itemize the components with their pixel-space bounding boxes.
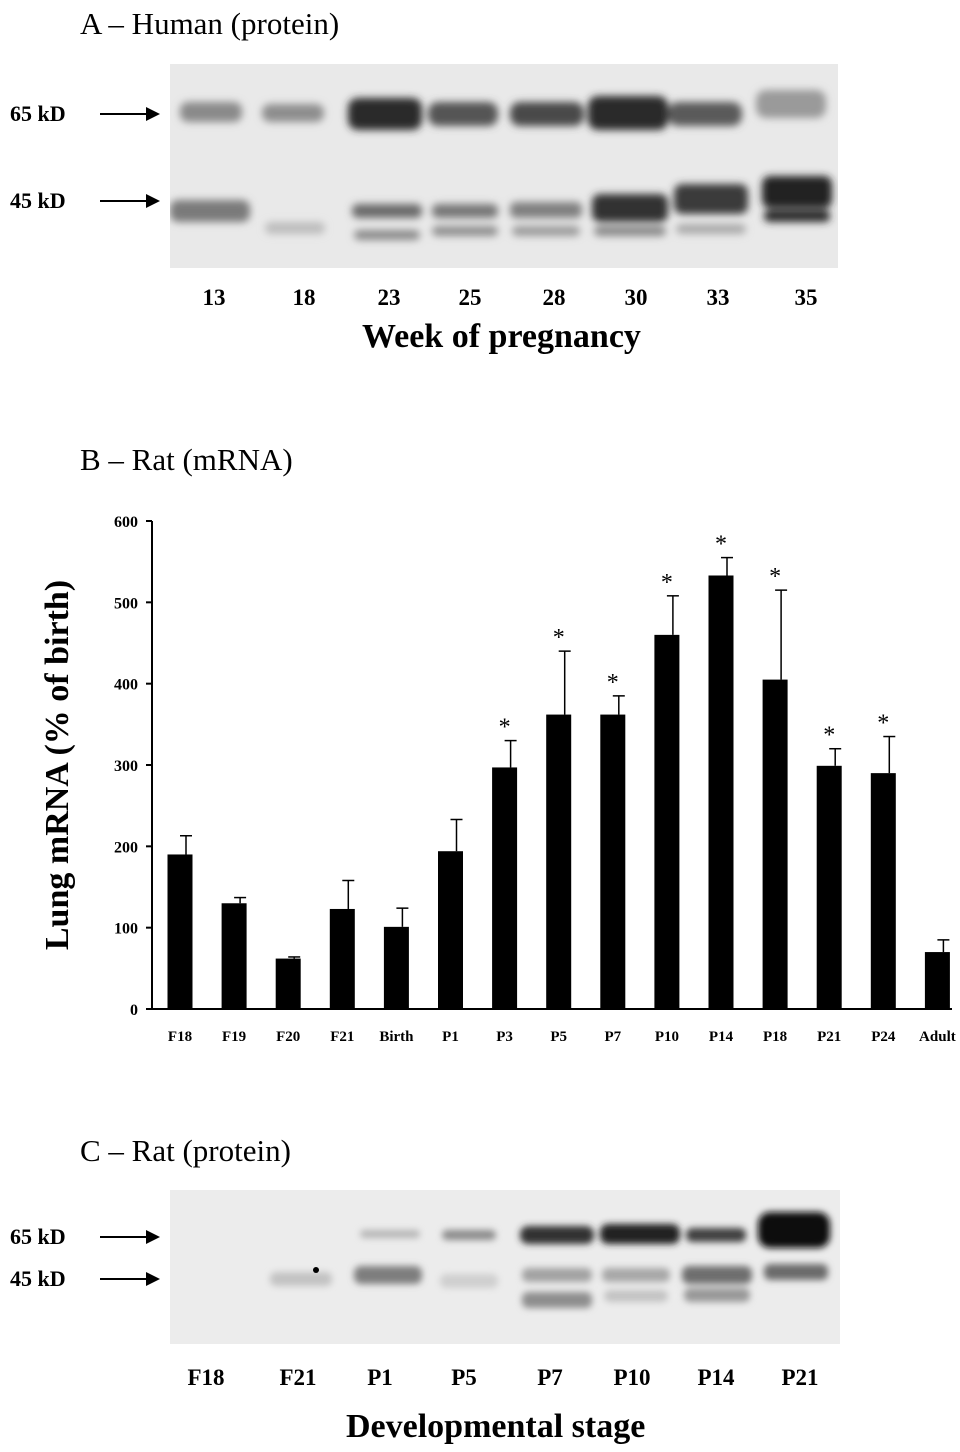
panel-b-title: B – Rat (mRNA): [80, 442, 293, 477]
panel-a-lane-23: 23: [377, 285, 401, 310]
panel-a-lane-18: 18: [292, 285, 316, 310]
panel-c-title: C – Rat (protein): [80, 1133, 291, 1168]
panel-a-title: A – Human (protein): [80, 6, 340, 41]
panel-c-lane-p5: P5: [451, 1365, 477, 1390]
x-tick-label-p24: P24: [871, 1029, 896, 1045]
panel-c-xlabel: Developmental stage: [346, 1408, 646, 1445]
x-tick-label-p18: P18: [763, 1029, 787, 1045]
panel-c-lane-p10: P10: [613, 1365, 651, 1390]
bar-p5: [546, 714, 572, 1009]
panel-a-arrow-65: [100, 107, 160, 121]
bar-f18: [167, 854, 193, 1009]
y-axis-title: Lung mRNA (% of birth): [39, 580, 76, 950]
significance-marker-p21: *: [823, 723, 835, 749]
x-tick-label-f19: F19: [222, 1029, 246, 1045]
panel-c-lane-p14: P14: [697, 1365, 735, 1390]
panel-a-lane-35: 35: [794, 285, 818, 310]
y-tick-label: 500: [114, 595, 138, 612]
x-tick-label-p5: P5: [550, 1029, 567, 1045]
bar-p14: [708, 575, 734, 1009]
significance-marker-p5: *: [553, 625, 565, 651]
panel-c-lane-f18: F18: [187, 1365, 225, 1390]
significance-marker-p24: *: [877, 711, 889, 737]
panel-c-lane-f21: F21: [279, 1365, 317, 1390]
x-tick-label-p21: P21: [817, 1029, 841, 1045]
bar-p1: [438, 851, 463, 1009]
bar-p10: [654, 634, 680, 1009]
significance-marker-p10: *: [661, 570, 673, 596]
x-tick-label-f18: F18: [168, 1029, 192, 1045]
significance-marker-p18: *: [769, 564, 781, 590]
panel-c-lane-p7: P7: [537, 1365, 563, 1390]
x-tick-label-p7: P7: [604, 1029, 621, 1045]
panel-a-lane-30: 30: [624, 285, 648, 310]
y-tick-label: 600: [114, 514, 138, 531]
x-tick-label-birth: Birth: [379, 1029, 414, 1045]
bar-p3: [492, 767, 518, 1009]
panel-a-marker-65: 65 kD: [10, 101, 66, 126]
panel-b-bar-chart: 0 100 200 300 400 500 600 Lung mRNA (% of birth…: [39, 514, 956, 1045]
panel-a-xlabel: Week of pregnancy: [362, 318, 641, 355]
panel-a-blot-bands: [170, 90, 832, 240]
significance-marker-p3: *: [499, 715, 511, 741]
panel-c-marker-65: 65 kD: [10, 1224, 66, 1249]
panel-c-blot: [170, 1190, 840, 1344]
panel-a-lane-25: 25: [458, 285, 482, 310]
panel-c-blot-bands: [270, 1212, 830, 1308]
y-tick-label: 400: [114, 677, 138, 694]
panel-c-arrow-65: [100, 1230, 160, 1244]
x-tick-label-p1: P1: [442, 1029, 459, 1045]
panel-c-marker-45: 45 kD: [10, 1266, 66, 1291]
bar-p7: [600, 714, 626, 1009]
panel-a-lane-33: 33: [706, 285, 730, 310]
panel-a-marker-45: 45 kD: [10, 188, 66, 213]
bar-birth: [383, 926, 409, 1009]
x-tick-label-p14: P14: [709, 1029, 734, 1045]
y-tick-label: 300: [114, 758, 138, 775]
y-tick-label: 0: [130, 1002, 138, 1019]
bar-f19: [221, 903, 247, 1009]
bar-f21: [329, 908, 355, 1009]
panel-a-lane-28: 28: [542, 285, 566, 310]
panel-a-arrow-45: [100, 194, 160, 208]
y-tick-label: 100: [114, 921, 138, 938]
panel-c-lane-p1: P1: [367, 1365, 393, 1390]
significance-marker-p7: *: [607, 670, 619, 696]
panel-c-lane-p21: P21: [781, 1365, 819, 1390]
panel-a-lane-13: 13: [202, 285, 226, 310]
significance-marker-p14: *: [715, 532, 727, 558]
panel-a-blot: [170, 64, 838, 268]
x-tick-label-f21: F21: [330, 1029, 354, 1045]
bar-p21: [816, 765, 842, 1009]
x-tick-label-p3: P3: [496, 1029, 513, 1045]
bar-p18: [762, 679, 788, 1009]
panel-c-arrow-45: [100, 1272, 160, 1286]
bar-adult: [924, 952, 950, 1009]
x-tick-label-p10: P10: [655, 1029, 679, 1045]
bar-p24: [870, 773, 896, 1009]
y-tick-label: 200: [114, 839, 138, 856]
x-tick-label-adult: Adult: [919, 1029, 956, 1045]
x-tick-label-f20: F20: [276, 1029, 300, 1045]
bar-f20: [275, 958, 301, 1009]
